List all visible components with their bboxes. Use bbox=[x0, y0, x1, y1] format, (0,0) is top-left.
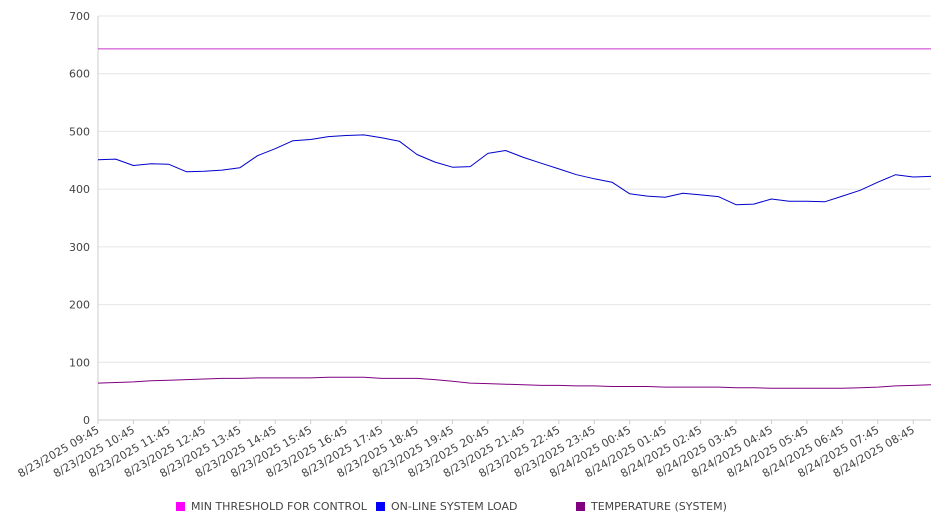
legend-swatch-temperature bbox=[576, 501, 585, 511]
y-tick-label: 200 bbox=[69, 299, 90, 312]
y-tick-label: 300 bbox=[69, 241, 90, 254]
legend-swatch-min-threshold bbox=[176, 501, 185, 511]
y-tick-label: 700 bbox=[69, 10, 90, 23]
y-tick-labels: 0 100 200 300 400 500 600 700 bbox=[69, 10, 90, 427]
series-lines bbox=[97, 48, 932, 389]
y-tick-label: 100 bbox=[69, 356, 90, 369]
axes bbox=[97, 16, 931, 424]
system-load-line bbox=[97, 134, 932, 206]
legend: MIN THRESHOLD FOR CONTROL ON-LINE SYSTEM… bbox=[0, 497, 946, 515]
y-tick-label: 400 bbox=[69, 183, 90, 196]
legend-label-min-threshold: MIN THRESHOLD FOR CONTROL bbox=[191, 499, 367, 513]
legend-item-temperature[interactable]: TEMPERATURE (SYSTEM) bbox=[576, 497, 727, 515]
x-tick-labels: 8/23/2025 09:458/23/2025 10:458/23/2025 … bbox=[16, 423, 917, 480]
y-tick-label: 0 bbox=[83, 414, 90, 427]
legend-item-system-load[interactable]: ON-LINE SYSTEM LOAD bbox=[376, 497, 517, 515]
y-tick-label: 500 bbox=[69, 125, 90, 138]
grid-lines bbox=[98, 15, 931, 363]
legend-label-temperature: TEMPERATURE (SYSTEM) bbox=[591, 499, 727, 513]
legend-label-system-load: ON-LINE SYSTEM LOAD bbox=[391, 499, 518, 513]
legend-swatch-system-load bbox=[376, 501, 385, 511]
legend-item-min-threshold[interactable]: MIN THRESHOLD FOR CONTROL bbox=[176, 497, 367, 515]
temperature-line bbox=[97, 376, 932, 389]
y-tick-label: 600 bbox=[69, 68, 90, 81]
